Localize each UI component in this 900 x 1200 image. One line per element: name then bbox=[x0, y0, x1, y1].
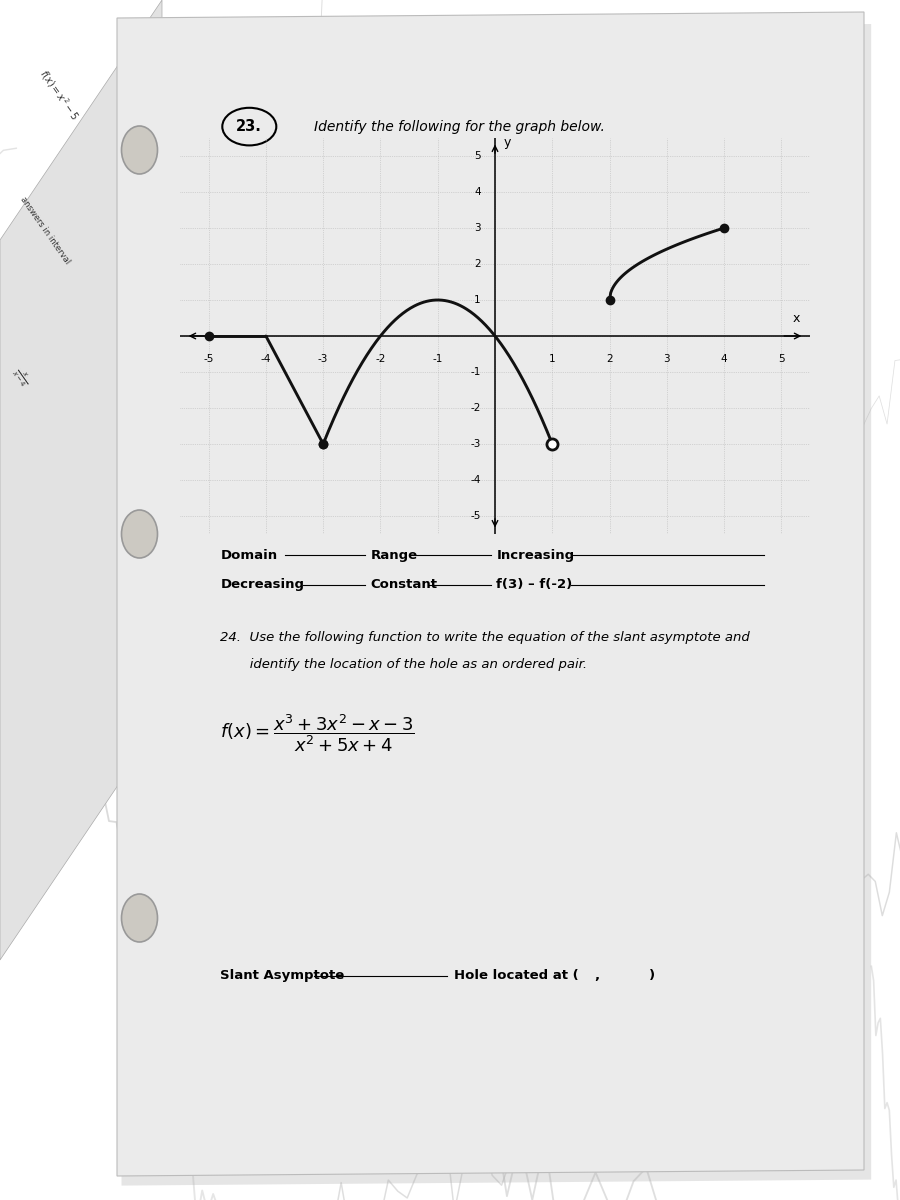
Text: Range: Range bbox=[370, 548, 418, 562]
Text: ): ) bbox=[649, 970, 655, 983]
Text: Decreasing: Decreasing bbox=[220, 578, 304, 592]
Text: 2: 2 bbox=[607, 354, 613, 364]
Text: 5: 5 bbox=[778, 354, 785, 364]
Text: -4: -4 bbox=[471, 475, 481, 485]
Text: Constant: Constant bbox=[370, 578, 437, 592]
Text: 3: 3 bbox=[663, 354, 670, 364]
Text: -5: -5 bbox=[203, 354, 214, 364]
Polygon shape bbox=[117, 12, 864, 1176]
Text: Domain: Domain bbox=[220, 548, 277, 562]
Text: -3: -3 bbox=[471, 439, 481, 449]
Text: x: x bbox=[793, 312, 800, 324]
Text: -2: -2 bbox=[471, 403, 481, 413]
Text: -4: -4 bbox=[261, 354, 271, 364]
Text: 23.: 23. bbox=[237, 119, 262, 134]
Circle shape bbox=[122, 126, 158, 174]
Text: 1: 1 bbox=[474, 295, 481, 305]
Text: 24.  Use the following function to write the equation of the slant asymptote and: 24. Use the following function to write … bbox=[220, 631, 751, 644]
Text: 4: 4 bbox=[474, 187, 481, 197]
Text: f(3) – f(-2): f(3) – f(-2) bbox=[496, 578, 572, 592]
Text: identify the location of the hole as an ordered pair.: identify the location of the hole as an … bbox=[220, 658, 588, 671]
Text: 3: 3 bbox=[474, 223, 481, 233]
Polygon shape bbox=[122, 24, 871, 1186]
Text: 1: 1 bbox=[549, 354, 555, 364]
Text: Identify the following for the graph below.: Identify the following for the graph bel… bbox=[314, 120, 605, 133]
Text: -5: -5 bbox=[471, 511, 481, 521]
Text: -1: -1 bbox=[433, 354, 443, 364]
Text: $f(x) = \dfrac{x^3 + 3x^2 - x - 3}{x^2 + 5x + 4}$: $f(x) = \dfrac{x^3 + 3x^2 - x - 3}{x^2 +… bbox=[220, 712, 416, 754]
Polygon shape bbox=[0, 0, 162, 960]
Text: -3: -3 bbox=[318, 354, 328, 364]
Text: Hole located at (: Hole located at ( bbox=[454, 970, 580, 983]
Text: 2: 2 bbox=[474, 259, 481, 269]
Text: answers in interval: answers in interval bbox=[18, 196, 71, 266]
Circle shape bbox=[122, 894, 158, 942]
Text: ,: , bbox=[595, 970, 599, 983]
Text: y: y bbox=[504, 136, 511, 149]
Circle shape bbox=[122, 510, 158, 558]
Text: 5: 5 bbox=[474, 151, 481, 161]
Text: -1: -1 bbox=[471, 367, 481, 377]
Text: Increasing: Increasing bbox=[496, 548, 574, 562]
Text: $f(x) = x^2 - 5$: $f(x) = x^2 - 5$ bbox=[36, 67, 82, 124]
Text: Slant Asymptote: Slant Asymptote bbox=[220, 970, 345, 983]
Text: $\frac{x}{x-4}$: $\frac{x}{x-4}$ bbox=[9, 365, 33, 390]
Text: 4: 4 bbox=[721, 354, 727, 364]
Text: -2: -2 bbox=[375, 354, 385, 364]
